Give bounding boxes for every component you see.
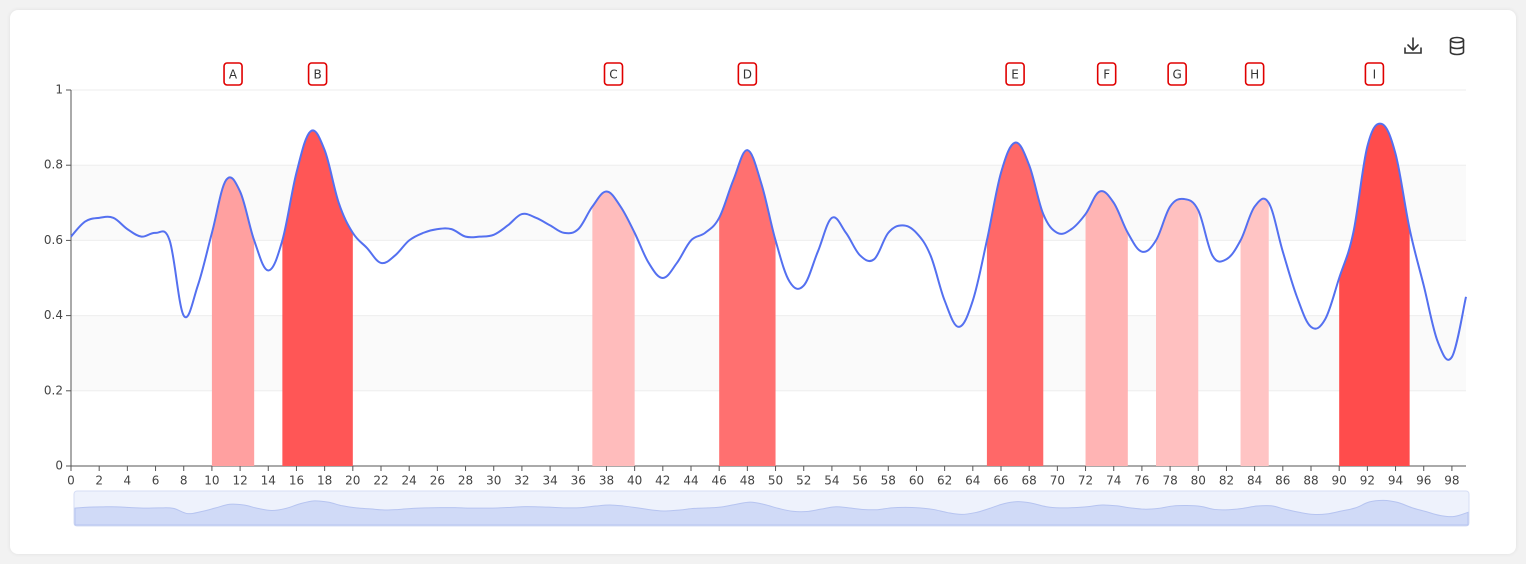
region-area — [1339, 123, 1410, 466]
x-tick-label: 68 — [1022, 474, 1037, 488]
x-tick-label: 74 — [1106, 474, 1121, 488]
y-tick-label: 0 — [55, 459, 63, 473]
region-label-box — [737, 62, 758, 86]
region-label: F — [1103, 68, 1110, 82]
region-label: B — [313, 68, 321, 82]
y-tick-label: 0.8 — [44, 158, 63, 172]
x-tick-label: 94 — [1388, 474, 1403, 488]
x-tick-label: 92 — [1360, 474, 1375, 488]
data-view-icon[interactable] — [1449, 36, 1465, 56]
region-label-box — [603, 62, 624, 86]
region-label: D — [743, 68, 752, 82]
region-label-box — [307, 62, 328, 86]
x-tick-label: 48 — [740, 474, 755, 488]
x-tick-label: 80 — [1191, 474, 1206, 488]
x-tick-label: 78 — [1162, 474, 1177, 488]
x-tick-label: 20 — [345, 474, 360, 488]
region-label-box — [1096, 62, 1117, 86]
x-tick-label: 54 — [824, 474, 839, 488]
x-tick-label: 22 — [373, 474, 388, 488]
y-tick-label: 1 — [55, 83, 63, 97]
x-tick-label: 82 — [1219, 474, 1234, 488]
x-tick-label: 84 — [1247, 474, 1262, 488]
x-tick-label: 4 — [124, 474, 132, 488]
region-area — [986, 123, 1044, 466]
x-tick-label: 8 — [180, 474, 188, 488]
region-area — [1240, 123, 1269, 466]
x-tick-label: 28 — [458, 474, 473, 488]
x-tick-label: 62 — [937, 474, 952, 488]
x-tick-label: 40 — [627, 474, 642, 488]
x-tick-label: 46 — [712, 474, 727, 488]
y-tick-label: 0.4 — [44, 308, 63, 322]
x-tick-label: 0 — [67, 474, 75, 488]
download-icon[interactable] — [1404, 37, 1422, 54]
x-tick-label: 24 — [402, 474, 417, 488]
region-label-box — [1167, 62, 1187, 86]
x-tick-label: 42 — [655, 474, 670, 488]
x-tick-label: 34 — [542, 474, 557, 488]
y-tick-label: 0.2 — [44, 383, 63, 397]
x-tick-label: 16 — [289, 474, 304, 488]
x-tick-label: 70 — [1050, 474, 1065, 488]
line — [70, 122, 1467, 361]
y-tick-label: 0.6 — [44, 233, 63, 247]
x-tick-label: 52 — [796, 474, 811, 488]
region-label-box — [1364, 62, 1385, 86]
region-label-box — [1244, 62, 1265, 86]
region-label-box — [1005, 62, 1025, 86]
region-area — [592, 123, 635, 466]
zoom-preview — [74, 499, 1469, 526]
x-tick-label: 2 — [95, 474, 103, 488]
x-tick-label: 36 — [571, 474, 586, 488]
x-tick-label: 38 — [599, 474, 614, 488]
region-label: I — [1373, 68, 1377, 82]
region-label-box — [223, 62, 243, 86]
x-tick-label: 18 — [317, 474, 332, 488]
x-tick-label: 14 — [261, 474, 276, 488]
region-label: E — [1011, 68, 1019, 82]
x-tick-label: 44 — [683, 474, 698, 488]
x-tick-label: 30 — [486, 474, 501, 488]
x-tick-label: 6 — [152, 474, 160, 488]
x-tick-label: 90 — [1332, 474, 1347, 488]
x-tick-label: 26 — [430, 474, 445, 488]
x-tick-label: 60 — [909, 474, 924, 488]
region-area — [1085, 123, 1128, 466]
x-tick-label: 10 — [204, 474, 219, 488]
x-tick-label: 56 — [852, 474, 867, 488]
x-tick-label: 96 — [1416, 474, 1431, 488]
region-area — [719, 123, 776, 466]
x-tick-label: 32 — [514, 474, 529, 488]
region-label: H — [1250, 68, 1259, 82]
x-tick-label: 86 — [1275, 474, 1290, 488]
region-area — [1156, 123, 1199, 466]
x-tick-label: 88 — [1303, 474, 1318, 488]
x-tick-label: 66 — [993, 474, 1008, 488]
x-tick-label: 58 — [881, 474, 896, 488]
x-tick-label: 98 — [1444, 474, 1459, 488]
x-tick-label: 76 — [1134, 474, 1149, 488]
region-area — [282, 123, 353, 466]
x-tick-label: 72 — [1078, 474, 1093, 488]
x-tick-label: 64 — [965, 474, 980, 488]
region-label: A — [229, 68, 238, 82]
region-label: G — [1172, 68, 1181, 82]
x-tick-label: 50 — [768, 474, 783, 488]
x-tick-label: 12 — [232, 474, 247, 488]
region-area — [211, 123, 255, 466]
region-label: C — [609, 68, 617, 82]
